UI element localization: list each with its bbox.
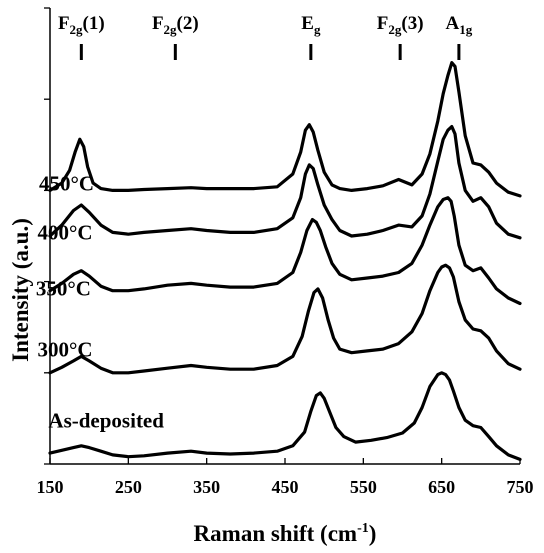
- peak-marker-label: Eg: [301, 13, 321, 37]
- spectrum-label: 350°C: [36, 276, 91, 300]
- x-tick-label: 150: [37, 477, 64, 497]
- peak-marker-label: A1g: [446, 13, 473, 37]
- spectra-curves: [48, 61, 522, 461]
- spectrum-line: [48, 263, 522, 375]
- spectrum-label: As-deposited: [48, 409, 164, 433]
- spectra-labels: As-deposited 300°C 350°C 400°C 450°C: [36, 171, 164, 432]
- peak-markers: F2g(1) F2g(2) Eg F2g(3) A1g: [58, 13, 473, 60]
- x-tick-label: 450: [272, 477, 299, 497]
- spectrum-line: [48, 125, 522, 240]
- spectrum-label: 300°C: [37, 337, 92, 361]
- peak-marker-label: F2g(1): [58, 13, 105, 37]
- x-tick-label: 550: [350, 477, 377, 497]
- axes: [49, 8, 520, 465]
- x-tick-label: 750: [507, 477, 534, 497]
- spectrum-label: 400°C: [37, 221, 92, 245]
- x-ticks: 150 250 350 450 550 650 750: [37, 458, 534, 497]
- y-axis-label: Intensity (a.u.): [8, 218, 33, 362]
- y-ticks: [44, 7, 50, 465]
- spectrum-line: [48, 61, 522, 198]
- x-axis-label: Raman shift (cm-1): [194, 521, 377, 546]
- spectrum-label: 450°C: [39, 171, 94, 195]
- x-tick-label: 350: [193, 477, 220, 497]
- peak-marker-label: F2g(3): [377, 13, 424, 37]
- x-tick-label: 250: [115, 477, 142, 497]
- peak-marker-label: F2g(2): [152, 13, 199, 37]
- spectrum-line: [48, 196, 522, 306]
- x-tick-label: 650: [428, 477, 455, 497]
- spectrum-line: [48, 371, 522, 461]
